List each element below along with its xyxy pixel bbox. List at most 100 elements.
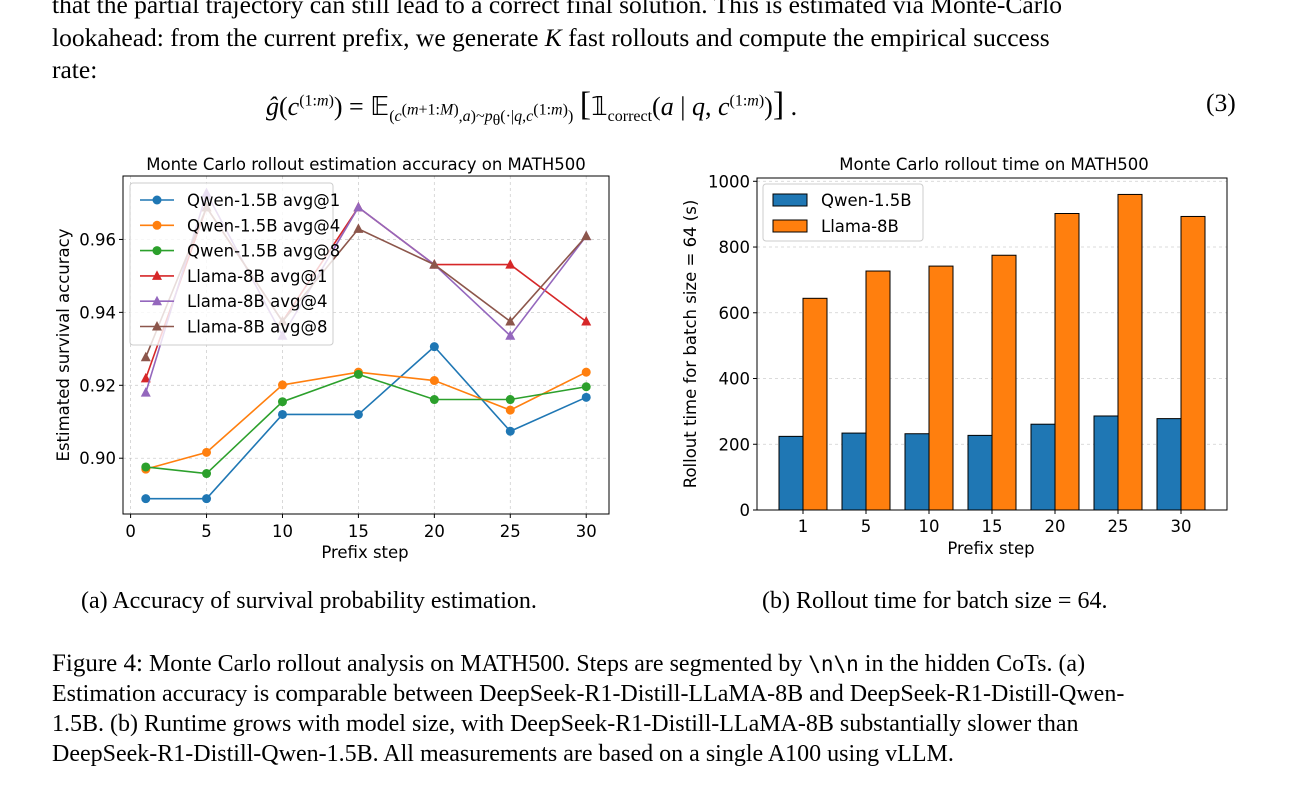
legend-label: Llama-8B xyxy=(821,217,899,236)
y-tick-label: 800 xyxy=(719,238,751,257)
x-tick-label: 30 xyxy=(576,522,597,541)
legend-marker xyxy=(152,220,162,230)
y-tick-label: 0.92 xyxy=(79,376,116,395)
data-point xyxy=(505,259,516,269)
x-tick-label: 25 xyxy=(500,522,521,541)
data-point xyxy=(141,494,151,504)
data-point xyxy=(505,405,515,415)
bar xyxy=(802,297,828,511)
legend: Qwen-1.5B Llama-8B xyxy=(762,183,924,242)
y-tick-label: 600 xyxy=(719,304,751,323)
legend-box xyxy=(129,182,334,346)
bar xyxy=(778,435,804,511)
data-point xyxy=(277,409,287,419)
caption-row-2: Estimation accuracy is comparable betwee… xyxy=(52,681,1125,707)
x-axis-label: Prefix step xyxy=(321,543,408,562)
y-tick-label: 200 xyxy=(719,435,751,454)
legend-label: Qwen-1.5B avg@1 xyxy=(187,191,340,210)
x-tick-label: 25 xyxy=(1108,517,1129,536)
x-tick-label: 5 xyxy=(861,517,872,536)
bar xyxy=(1180,215,1206,511)
data-point xyxy=(353,201,364,212)
data-point xyxy=(429,342,439,352)
data-point xyxy=(140,372,151,383)
line-chart: Qwen-1.5B avg@1 Qwen-1.5B avg@4 Qwen-1.5B … xyxy=(54,155,610,562)
data-point xyxy=(581,382,591,392)
data-point xyxy=(505,315,516,326)
caption-row-4: DeepSeek-R1-Distill-Qwen-1.5B. All measu… xyxy=(52,741,954,767)
bar xyxy=(904,433,930,511)
y-axis-label: Rollout time for batch size = 64 (s) xyxy=(681,200,700,489)
x-tick-label: 10 xyxy=(272,522,293,541)
x-tick-label: 15 xyxy=(982,517,1003,536)
data-point xyxy=(353,369,363,379)
data-point xyxy=(140,387,151,397)
math-variable-k: K xyxy=(544,23,562,52)
legend-marker xyxy=(152,321,162,331)
legend-swatch xyxy=(772,219,808,233)
x-tick-label: 5 xyxy=(201,522,212,541)
y-tick-label: 0 xyxy=(740,501,751,520)
equation-rhs: [𝟙correct(a | q, c(1:m))] . xyxy=(579,86,798,126)
bar xyxy=(865,270,891,511)
legend-label: Qwen-1.5B xyxy=(821,191,912,210)
data-point xyxy=(140,351,151,362)
paragraph-line-3: rate: xyxy=(52,55,98,84)
data-point xyxy=(353,409,363,419)
bar xyxy=(1054,213,1080,511)
y-tick-label: 0.96 xyxy=(79,230,116,249)
paragraph-text: lookahead: from the current prefix, we g… xyxy=(52,23,545,52)
legend-label: Llama-8B avg@4 xyxy=(187,292,327,311)
bar xyxy=(967,434,993,511)
caption-row-3: 1.5B. (b) Runtime grows with model size,… xyxy=(52,711,1079,737)
chart-title: Monte Carlo rollout estimation accuracy … xyxy=(146,155,586,174)
legend-label: Qwen-1.5B avg@4 xyxy=(187,216,340,235)
legend-label: Llama-8B avg@1 xyxy=(187,267,327,286)
paragraph-text: fast rollouts and compute the empirical … xyxy=(561,23,1050,52)
legend-label: Qwen-1.5B avg@8 xyxy=(187,242,340,261)
data-point xyxy=(202,447,212,457)
data-point xyxy=(277,380,287,390)
series-line xyxy=(145,373,587,475)
chart-title: Monte Carlo rollout time on MATH500 xyxy=(839,155,1149,174)
legend-swatch xyxy=(772,193,808,207)
legend-marker xyxy=(152,195,162,205)
caption-text: in the hidden CoTs. (a) xyxy=(858,651,1086,677)
legend-marker xyxy=(152,295,162,306)
equation: ĝ(c(1:m)) = 𝔼(c(m+1:M),a)~pθ(·|q,c(1:m))… xyxy=(266,86,797,130)
bar xyxy=(1156,418,1182,511)
data-point xyxy=(429,376,439,386)
bar-chart: 1 5 10 15 20 25 30Qwen-1.5BLlama-8B02004006008… xyxy=(681,155,1228,558)
bar xyxy=(1093,415,1119,511)
equation-number: (3) xyxy=(1206,88,1236,117)
data-point xyxy=(202,469,212,479)
legend-marker xyxy=(152,246,162,256)
legend: Qwen-1.5B avg@1 Qwen-1.5B avg@4 Qwen-1.5B … xyxy=(129,182,340,346)
caption-text: Monte Carlo rollout analysis on MATH500.… xyxy=(142,651,809,677)
x-tick-label: 0 xyxy=(125,522,136,541)
x-tick-label: 20 xyxy=(424,522,445,541)
data-point xyxy=(429,259,440,269)
series-line xyxy=(145,345,587,500)
bar xyxy=(991,254,1017,511)
plot-frame xyxy=(122,175,610,515)
legend-marker xyxy=(152,270,162,280)
plot-frame xyxy=(756,177,1228,511)
paragraph-line-1: that the partial trajectory can still le… xyxy=(52,0,1063,19)
data-point xyxy=(581,315,592,326)
subcaption-b: (b) Rollout time for batch size = 64. xyxy=(762,588,1108,614)
subcaption-a: (a) Accuracy of survival probability est… xyxy=(81,588,537,614)
bar xyxy=(1030,423,1056,511)
y-tick-label: 1000 xyxy=(708,172,750,191)
bar xyxy=(928,265,954,511)
x-tick-label: 1 xyxy=(798,517,809,536)
x-tick-label: 10 xyxy=(919,517,940,536)
x-axis-label: Prefix step xyxy=(947,539,1034,558)
equation-lhs: ĝ(c(1:m)) = 𝔼(c(m+1:M),a)~pθ(·|q,c(1:m)) xyxy=(266,92,574,130)
data-point xyxy=(277,397,287,407)
y-tick-label: 0.94 xyxy=(79,303,116,322)
series-line xyxy=(145,371,587,470)
data-point xyxy=(505,395,515,405)
data-point xyxy=(141,462,151,472)
bar xyxy=(1117,193,1143,511)
